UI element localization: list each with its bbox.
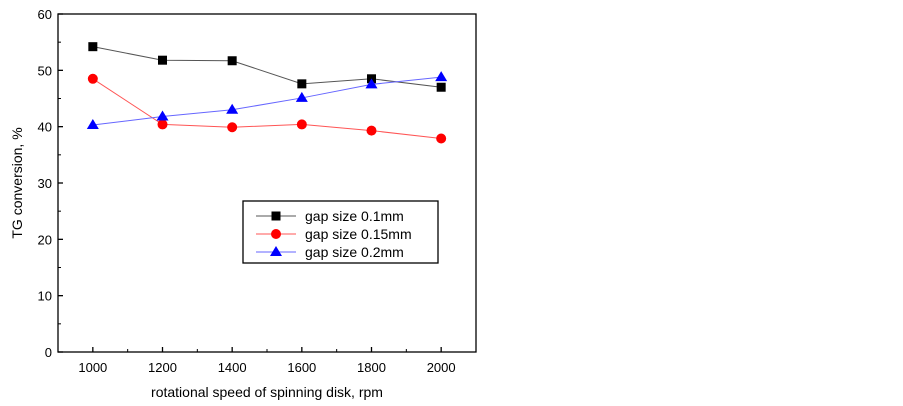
series-1 xyxy=(88,42,446,92)
x-tick-label: 1400 xyxy=(218,360,247,375)
legend-marker xyxy=(271,229,281,239)
x-tick-label: 2000 xyxy=(427,360,456,375)
series-2 xyxy=(87,73,447,144)
legend: gap size 0.1mm gap size 0.15mm gap size 0.… xyxy=(242,200,439,264)
data-point xyxy=(226,103,239,114)
data-point xyxy=(87,73,98,84)
x-tick-label: 1600 xyxy=(287,360,316,375)
data-point xyxy=(297,79,307,89)
legend-label: gap size 0.15mm xyxy=(305,226,412,242)
series-group xyxy=(86,42,448,144)
data-point xyxy=(156,110,169,121)
data-point xyxy=(157,119,168,130)
series-3 xyxy=(86,71,448,129)
legend-label: gap size 0.2mm xyxy=(305,244,404,260)
y-tick-label: 0 xyxy=(45,345,52,360)
data-point xyxy=(227,56,237,66)
y-axis-label: TG conversion, % xyxy=(9,127,25,238)
x-tick-label: 1200 xyxy=(148,360,177,375)
y-tick-label: 20 xyxy=(38,232,52,247)
data-point xyxy=(227,122,238,133)
data-point xyxy=(436,133,447,144)
x-tick-label: 1000 xyxy=(78,360,107,375)
y-tick-label: 40 xyxy=(38,120,52,135)
plot-frame xyxy=(57,13,477,353)
legend-label: gap size 0.1mm xyxy=(305,208,404,224)
data-point xyxy=(365,78,378,89)
y-tick-label: 50 xyxy=(38,63,52,78)
x-axis-label: rotational speed of spinning disk, rpm xyxy=(151,384,383,400)
data-point xyxy=(158,55,167,65)
data-point xyxy=(436,82,446,92)
data-point xyxy=(296,119,307,130)
y-tick-label: 30 xyxy=(38,176,52,191)
y-tick-label: 60 xyxy=(38,7,52,22)
y-tick-label: 10 xyxy=(38,289,52,304)
data-point xyxy=(435,71,448,82)
legend-marker xyxy=(271,211,281,221)
series-line xyxy=(92,78,442,139)
legend-marker xyxy=(270,246,282,256)
data-point xyxy=(88,42,98,52)
data-point xyxy=(366,125,377,136)
series-line xyxy=(92,46,442,88)
data-point xyxy=(295,91,308,102)
x-tick-label: 1800 xyxy=(357,360,386,375)
axes: 0 10 20 30 40 50 60 1000 1200 1400 1600 1800 2000 xyxy=(38,7,477,375)
data-point xyxy=(86,118,99,129)
series-line xyxy=(92,76,442,126)
